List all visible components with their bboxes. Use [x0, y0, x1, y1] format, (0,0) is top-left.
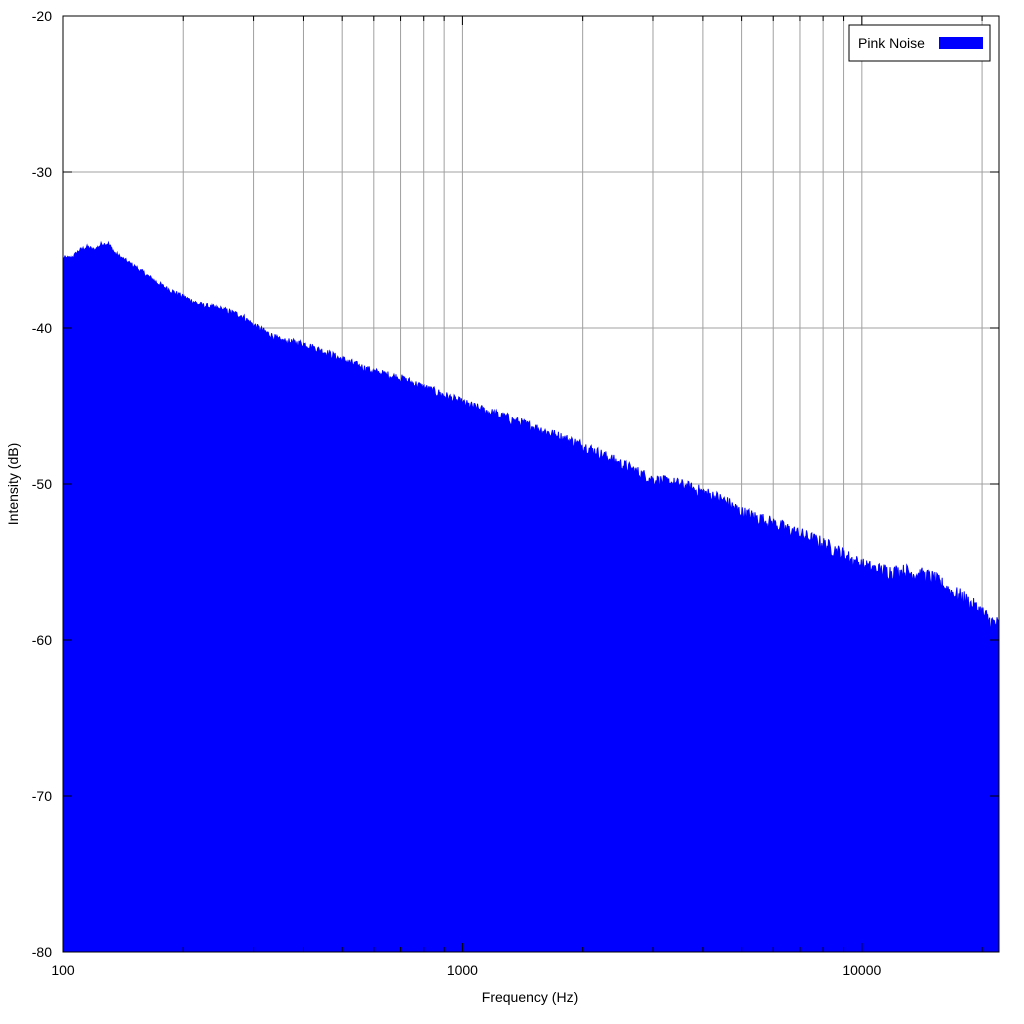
legend-swatch — [939, 37, 983, 49]
legend-label: Pink Noise — [858, 35, 925, 51]
legend: Pink Noise — [848, 24, 991, 62]
y-tick-label: -50 — [32, 476, 52, 492]
y-axis-ticks: -20 -30 -40 -50 -60 -70 -80 — [32, 8, 999, 960]
y-tick-label: -30 — [32, 164, 52, 180]
x-tick-label: 10000 — [842, 962, 881, 978]
series-pink-noise — [62, 240, 1000, 953]
x-tick-label: 1000 — [447, 962, 478, 978]
y-tick-label: -80 — [32, 944, 52, 960]
x-axis-ticks: 100 1000 10000 — [51, 16, 983, 978]
y-tick-label: -20 — [32, 8, 52, 24]
series-layer — [62, 240, 1000, 953]
x-tick-label: 100 — [51, 962, 75, 978]
y-tick-label: -40 — [32, 320, 52, 336]
x-axis-label: Frequency (Hz) — [482, 989, 578, 1005]
y-tick-label: -70 — [32, 788, 52, 804]
y-axis-label: Intensity (dB) — [5, 443, 21, 525]
y-tick-label: -60 — [32, 632, 52, 648]
